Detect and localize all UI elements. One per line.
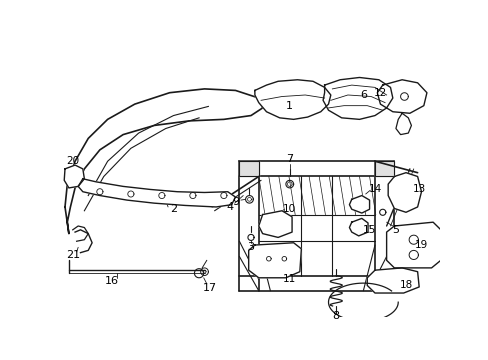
Text: 13: 13 [412, 184, 425, 194]
Polygon shape [377, 80, 426, 113]
Polygon shape [258, 211, 291, 238]
Text: 5: 5 [392, 225, 399, 235]
Text: 12: 12 [373, 88, 386, 98]
Polygon shape [65, 89, 262, 234]
Text: 20: 20 [66, 156, 79, 166]
Polygon shape [366, 268, 418, 293]
Polygon shape [349, 195, 369, 213]
Text: 15: 15 [362, 225, 375, 235]
Text: 1: 1 [285, 101, 293, 111]
Text: 7: 7 [285, 154, 293, 164]
Text: 14: 14 [367, 184, 381, 194]
Polygon shape [254, 80, 330, 120]
Polygon shape [387, 173, 421, 212]
Text: 11: 11 [283, 274, 296, 284]
Text: 2: 2 [170, 204, 177, 214]
Polygon shape [323, 77, 392, 120]
Text: 17: 17 [203, 283, 217, 293]
Text: 21: 21 [65, 250, 80, 260]
Text: 4: 4 [226, 202, 233, 212]
Polygon shape [78, 179, 235, 207]
Text: 3: 3 [247, 242, 254, 252]
Text: 10: 10 [283, 204, 296, 214]
Polygon shape [239, 161, 258, 176]
Text: 19: 19 [414, 240, 427, 250]
Text: 6: 6 [359, 90, 366, 100]
Polygon shape [248, 243, 301, 278]
Text: 16: 16 [104, 276, 118, 286]
Text: 8: 8 [332, 311, 339, 321]
Polygon shape [64, 165, 84, 188]
Polygon shape [374, 161, 393, 176]
Text: 9: 9 [231, 197, 239, 207]
Polygon shape [349, 219, 367, 236]
Text: 18: 18 [399, 280, 412, 291]
Polygon shape [386, 222, 440, 268]
